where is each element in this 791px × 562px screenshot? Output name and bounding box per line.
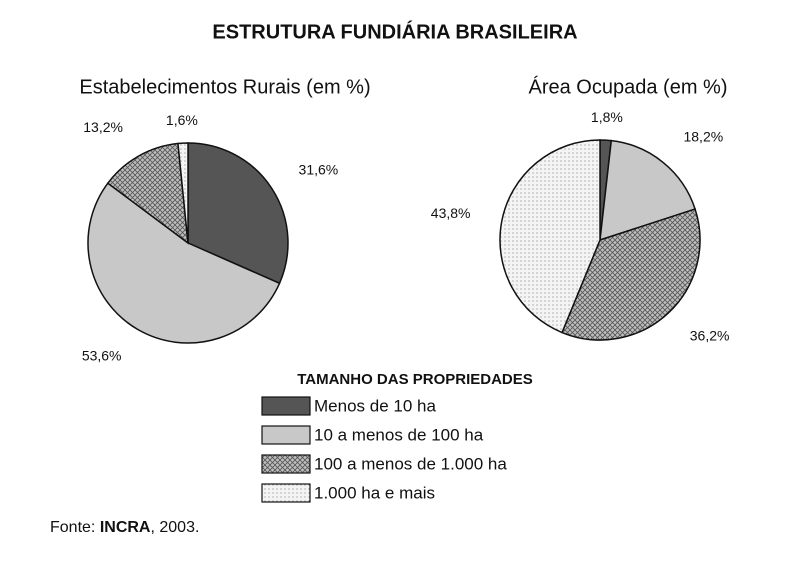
chart-title: ESTRUTURA FUNDIÁRIA BRASILEIRA: [212, 20, 577, 43]
source-year: , 2003.: [150, 519, 199, 536]
value-label: 18,2%: [683, 128, 723, 144]
value-label: 36,2%: [690, 327, 730, 343]
legend-title: TAMANHO DAS PROPRIEDADES: [297, 371, 533, 388]
pie-slice: [87, 182, 281, 344]
source-name: INCRA: [100, 519, 151, 536]
value-label: 1,6%: [166, 112, 198, 128]
value-label: 1,8%: [591, 109, 623, 125]
pie-title: Estabelecimentos Rurais (em %): [79, 76, 370, 98]
pie-slice: [177, 142, 189, 244]
pie-slice: [561, 208, 701, 341]
pie-title: Área Ocupada (em %): [529, 75, 728, 98]
legend-swatch: [261, 425, 311, 445]
legend-label: 10 a menos de 100 ha: [314, 425, 484, 444]
value-label: 43,8%: [431, 205, 471, 221]
pie-slice: [499, 139, 601, 334]
value-label: 31,6%: [299, 162, 339, 178]
legend-label: 1.000 ha e mais: [314, 483, 435, 502]
pie-slice: [106, 142, 189, 245]
value-label: 13,2%: [83, 119, 123, 135]
value-label: 53,6%: [82, 348, 122, 364]
pie-slice: [599, 139, 697, 242]
legend-label: 100 a menos de 1.000 ha: [314, 454, 507, 473]
source-prefix: Fonte:: [50, 519, 100, 536]
source: Fonte: INCRA, 2003.: [50, 519, 199, 536]
legend-swatch: [261, 396, 311, 416]
legend-label: Menos de 10 ha: [314, 396, 436, 415]
pie-slice: [187, 142, 289, 285]
legend-swatch: [261, 454, 311, 474]
legend-swatch: [261, 483, 311, 503]
